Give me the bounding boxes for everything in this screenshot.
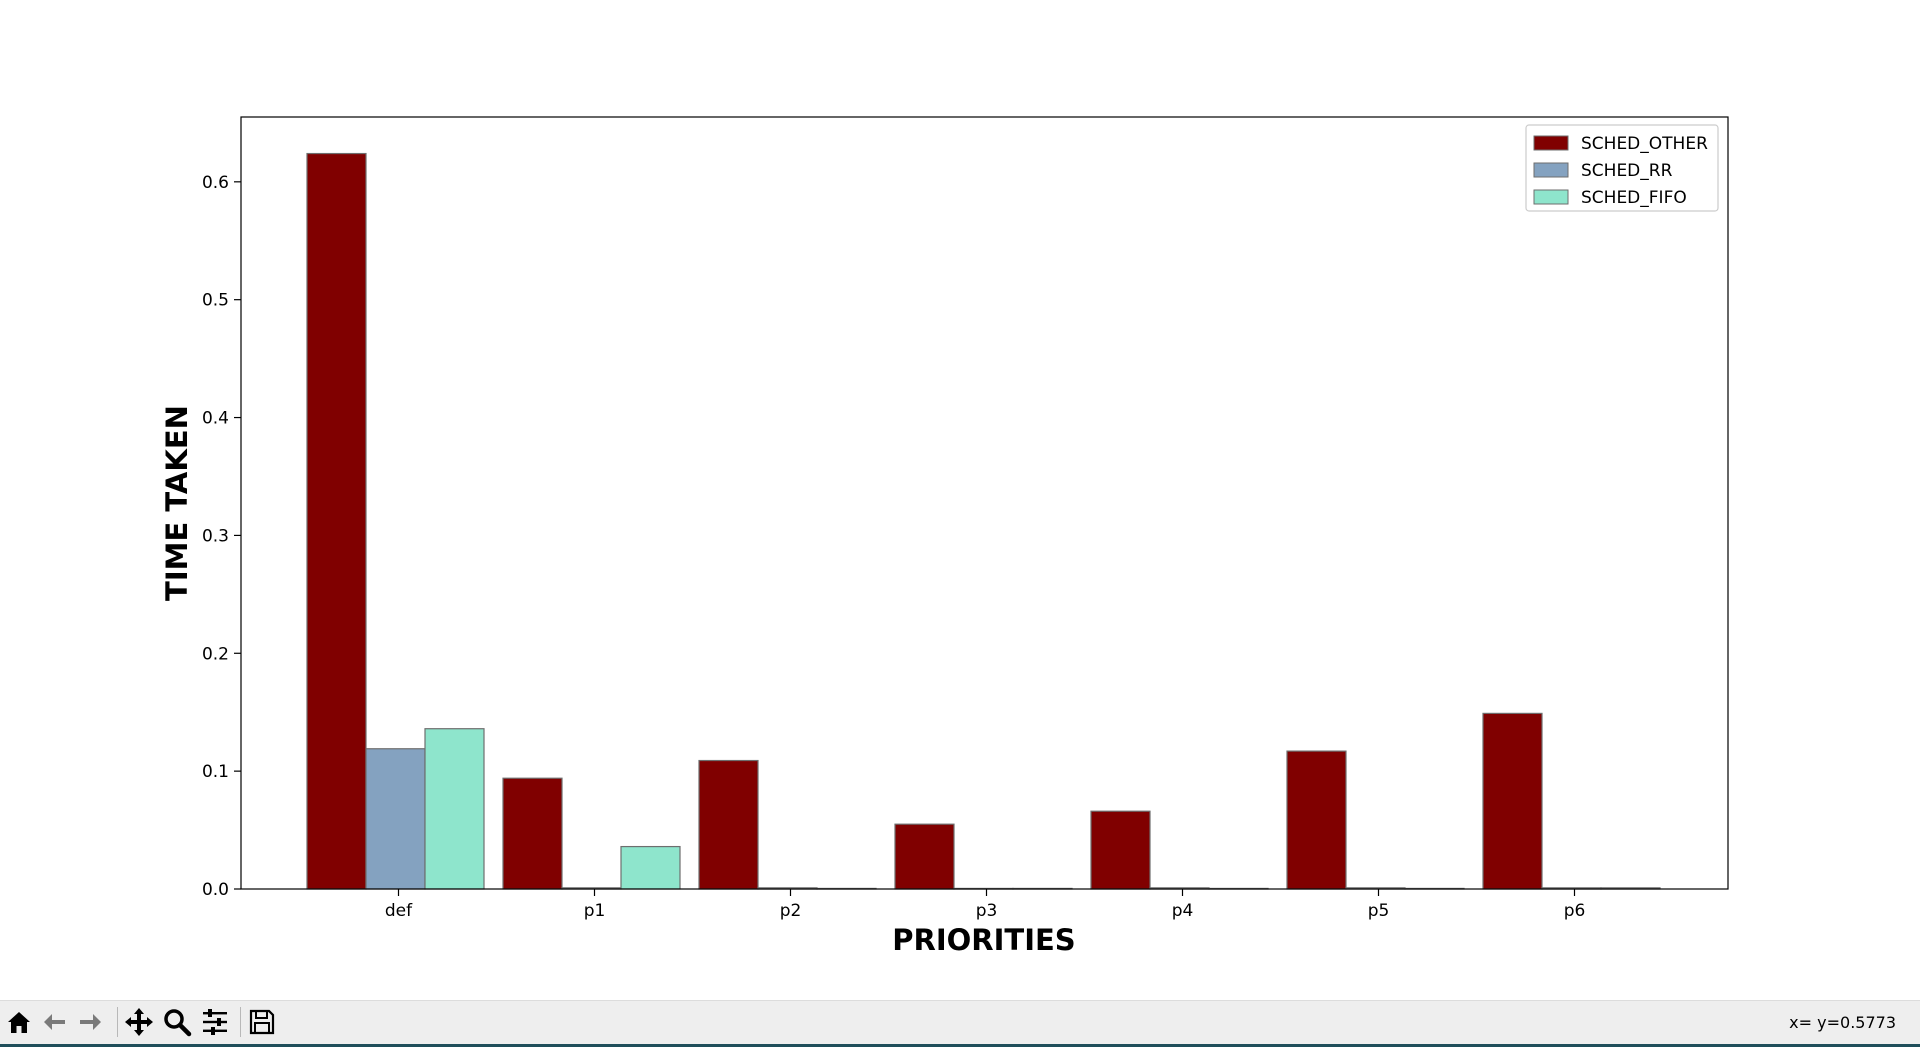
sliders-icon [203,1009,227,1035]
bar-sched-rr-def [365,748,426,890]
arrow-left-icon [44,1014,65,1030]
toolbar-separator [240,1007,241,1037]
navigation-toolbar: x= y=0.5773 [0,1000,1920,1044]
y-axis-label: TIME TAKEN [160,405,194,601]
x-tick-label: p3 [976,901,998,921]
y-tick-label: 0.0 [202,880,229,900]
toolbar-separator [117,1007,118,1037]
legend-swatch [1533,135,1569,151]
bar-sched-other-p1 [502,777,563,890]
y-tick-label: 0.2 [202,644,229,664]
move-icon [125,1008,153,1036]
home-button[interactable] [2,1005,36,1039]
bar-sched-fifo-p1 [620,845,681,890]
legend-label: SCHED_RR [1581,161,1673,181]
bar-sched-other-p4 [1090,810,1151,890]
window-bottom-border [0,1044,1920,1047]
save-button[interactable] [245,1005,279,1039]
y-tick-label: 0.1 [202,762,229,782]
figure-canvas[interactable]: 0.0 0.1 0.2 0.3 0.4 0.5 0.6 def p1 p2 p3 p4 p5 p6 PR… [0,0,1920,1000]
pan-button[interactable] [122,1005,156,1039]
y-tick-label: 0.6 [202,173,229,193]
home-icon [8,1012,30,1033]
x-axis-label: PRIORITIES [892,923,1075,957]
configure-subplots-button[interactable] [198,1005,232,1039]
legend: SCHED_OTHER SCHED_RR SCHED_FIFO [1525,124,1719,212]
y-tick-label: 0.5 [202,291,229,311]
bar-sched-other-p5 [1286,750,1347,890]
x-tick-label: def [385,901,413,921]
bar-sched-other-p6 [1482,712,1543,890]
plot-area [241,117,1728,889]
floppy-disk-icon [249,1009,275,1035]
legend-swatch [1533,189,1569,205]
magnifier-icon [164,1009,192,1037]
plot-frame [240,116,1729,890]
arrow-right-icon [80,1014,101,1030]
forward-button[interactable] [73,1005,107,1039]
x-tick-label: p4 [1172,901,1194,921]
bar-sched-other-p3 [894,823,955,890]
legend-label: SCHED_OTHER [1581,134,1708,154]
legend-swatch [1533,162,1569,178]
x-tick-label: p1 [584,901,606,921]
y-tick-label: 0.3 [202,526,229,546]
bar-chart: 0.0 0.1 0.2 0.3 0.4 0.5 0.6 def p1 p2 p3 p4 p5 p6 PR… [160,116,1729,957]
zoom-button[interactable] [160,1005,194,1039]
bar-sched-other-def [306,152,367,890]
coordinate-readout: x= y=0.5773 [1789,1013,1896,1032]
back-button[interactable] [38,1005,72,1039]
bar-sched-other-p2 [698,759,759,890]
x-tick-label: p6 [1564,901,1586,921]
legend-frame [1525,124,1719,212]
bar-sched-fifo-def [424,728,485,890]
legend-label: SCHED_FIFO [1581,188,1687,208]
x-tick-label: p2 [780,901,802,921]
x-tick-label: p5 [1368,901,1390,921]
y-tick-label: 0.4 [202,409,229,429]
